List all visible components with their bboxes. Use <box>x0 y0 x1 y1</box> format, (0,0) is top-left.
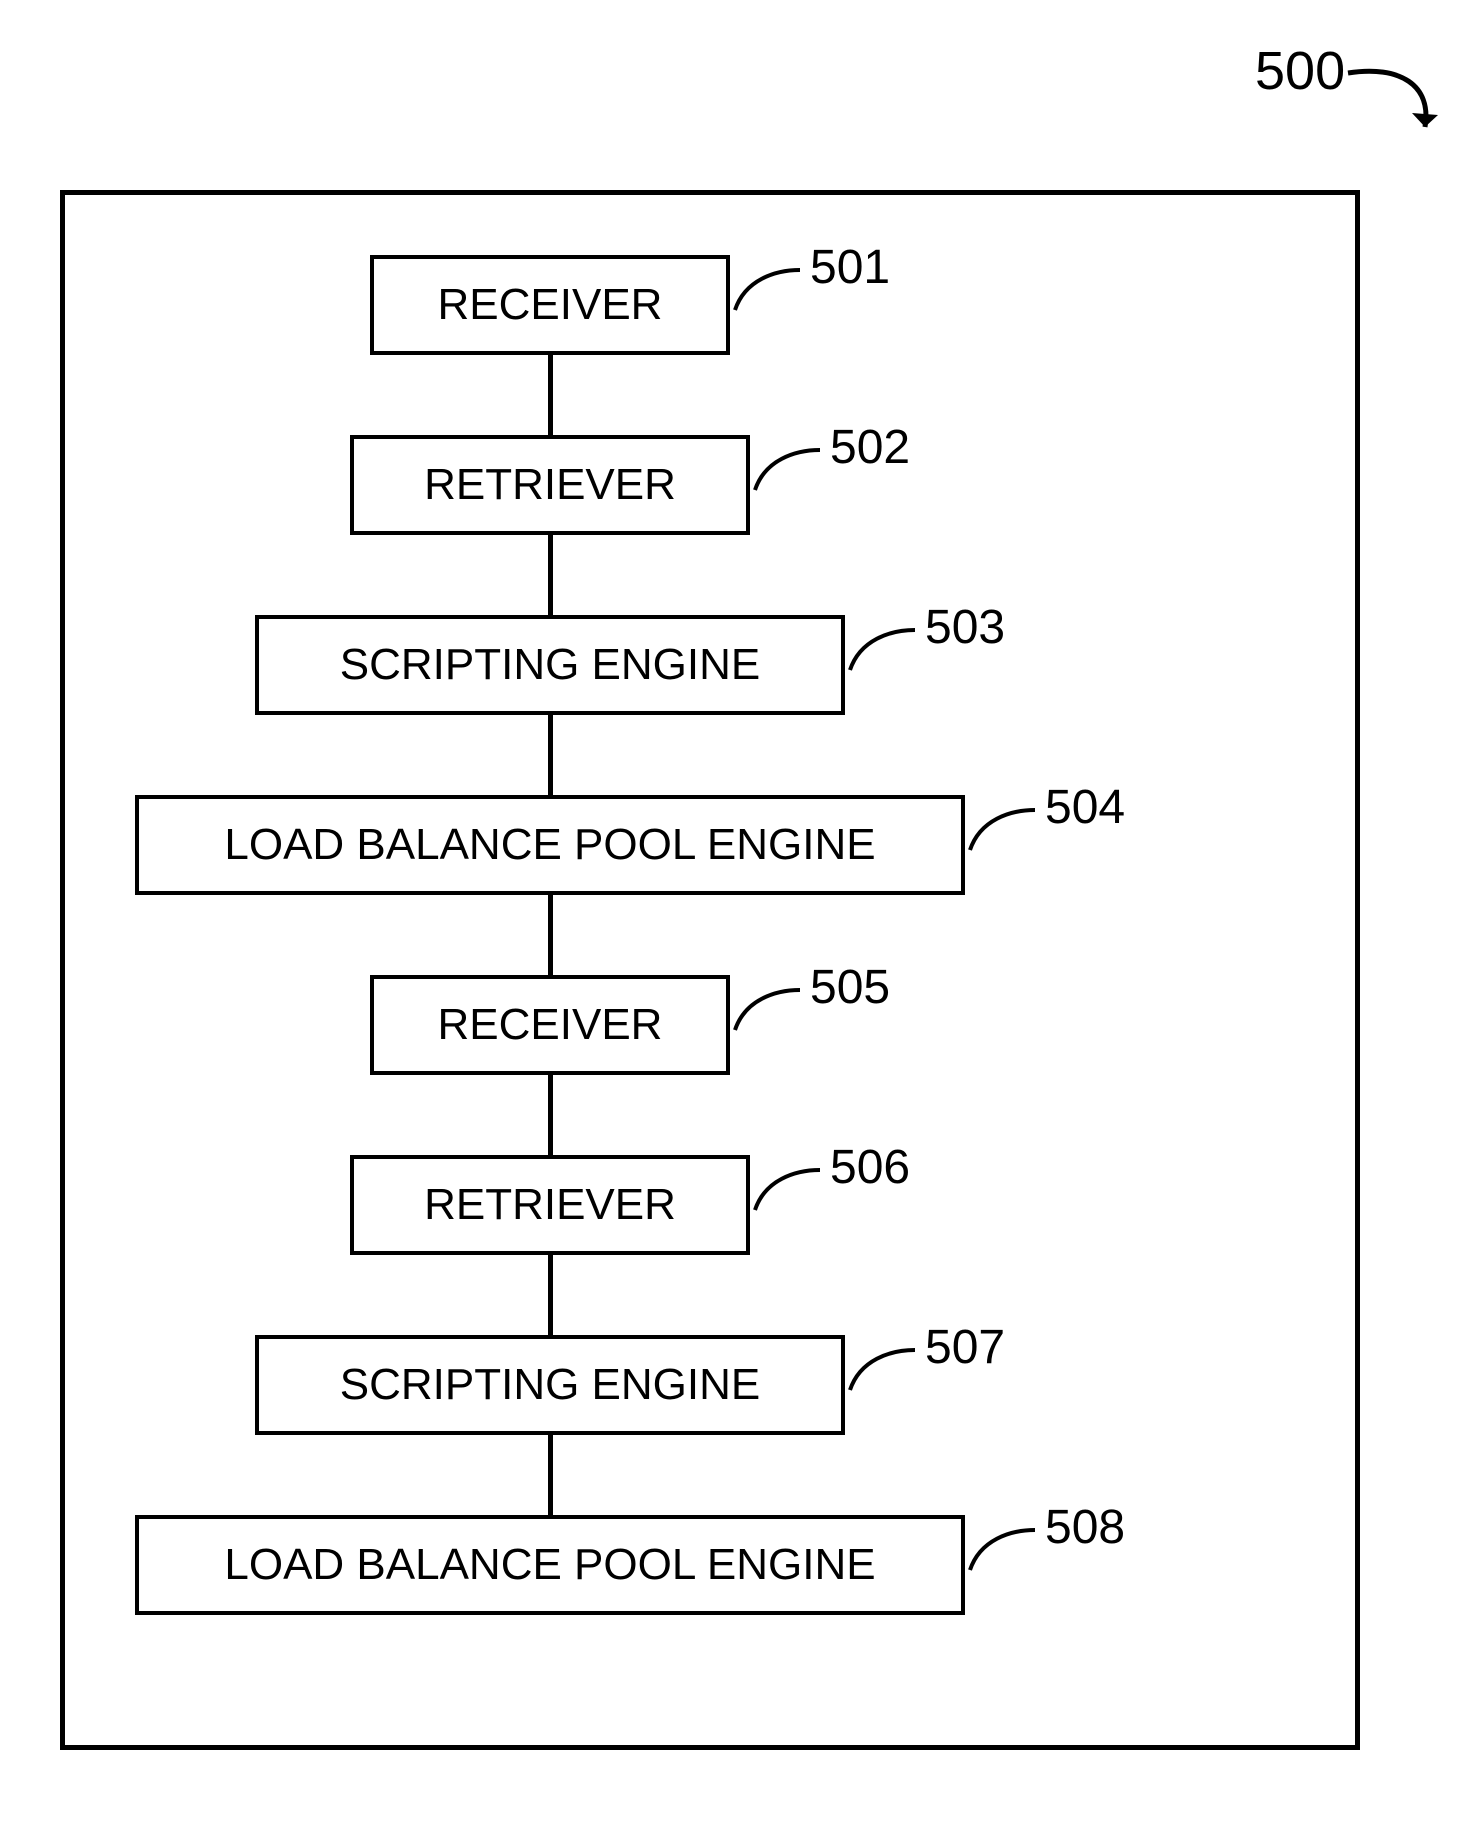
box-scripting-engine-2: SCRIPTING ENGINE <box>255 1335 845 1435</box>
leader-504 <box>965 800 1045 860</box>
diagram-canvas: 500 RECEIVER 501 RETRIEVER 502 SCRIPTING… <box>0 0 1465 1822</box>
box-retriever-2: RETRIEVER <box>350 1155 750 1255</box>
box-label: LOAD BALANCE POOL ENGINE <box>224 820 875 870</box>
connector-2-3 <box>548 535 553 615</box>
box-receiver-1: RECEIVER <box>370 255 730 355</box>
leader-502 <box>750 440 830 500</box>
box-label: RECEIVER <box>438 1000 663 1050</box>
box-receiver-2: RECEIVER <box>370 975 730 1075</box>
box-label: RETRIEVER <box>424 1180 676 1230</box>
leader-505 <box>730 980 810 1040</box>
ref-507: 507 <box>925 1320 1005 1375</box>
figure-number-arrow <box>1340 55 1450 165</box>
leader-506 <box>750 1160 830 1220</box>
figure-number-label: 500 <box>1255 40 1345 102</box>
ref-505: 505 <box>810 960 890 1015</box>
ref-502: 502 <box>830 420 910 475</box>
leader-501 <box>730 260 810 320</box>
ref-506: 506 <box>830 1140 910 1195</box>
ref-503: 503 <box>925 600 1005 655</box>
box-retriever-1: RETRIEVER <box>350 435 750 535</box>
ref-504: 504 <box>1045 780 1125 835</box>
box-load-balance-1: LOAD BALANCE POOL ENGINE <box>135 795 965 895</box>
ref-501: 501 <box>810 240 890 295</box>
leader-508 <box>965 1520 1045 1580</box>
leader-507 <box>845 1340 925 1400</box>
connector-6-7 <box>548 1255 553 1335</box>
connector-3-4 <box>548 715 553 795</box>
box-label: SCRIPTING ENGINE <box>340 1360 761 1410</box>
box-label: LOAD BALANCE POOL ENGINE <box>224 1540 875 1590</box>
box-label: RECEIVER <box>438 280 663 330</box>
box-load-balance-2: LOAD BALANCE POOL ENGINE <box>135 1515 965 1615</box>
connector-7-8 <box>548 1435 553 1515</box>
connector-1-2 <box>548 355 553 435</box>
box-label: SCRIPTING ENGINE <box>340 640 761 690</box>
connector-4-5 <box>548 895 553 975</box>
ref-508: 508 <box>1045 1500 1125 1555</box>
box-scripting-engine-1: SCRIPTING ENGINE <box>255 615 845 715</box>
connector-5-6 <box>548 1075 553 1155</box>
leader-503 <box>845 620 925 680</box>
box-label: RETRIEVER <box>424 460 676 510</box>
